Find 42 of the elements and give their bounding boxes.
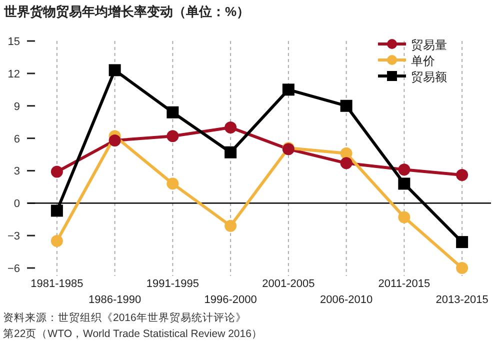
point: [398, 164, 410, 176]
x-tick-label: 1981-1985: [30, 278, 84, 290]
y-tick-label: 6: [14, 133, 20, 146]
point: [224, 220, 237, 232]
x-tick-label: 2011-2015: [378, 278, 430, 290]
x-tick-label: 1996-2000: [204, 294, 257, 306]
point: [340, 157, 352, 170]
point: [166, 130, 179, 142]
y-tick-label: 12: [8, 68, 20, 80]
x-tick-label: 1991-1995: [146, 278, 199, 290]
point: [456, 236, 468, 248]
point: [108, 64, 121, 76]
point: [50, 234, 63, 247]
text: 第22页（WTO，World Trade Statistical Review 2016）: [3, 328, 262, 340]
legend-label: 单价: [411, 54, 435, 68]
point: [456, 262, 468, 274]
x-tick-label: 2001-2005: [262, 278, 315, 290]
point: [282, 84, 294, 96]
legend-label: 贸易量: [411, 38, 447, 52]
point: [166, 106, 179, 118]
point: [398, 211, 410, 224]
point: [50, 204, 63, 217]
y-tick-label: 0: [14, 198, 20, 210]
y-tick-label: 15: [8, 36, 20, 48]
x-tick-label: 2013-2015: [436, 294, 488, 306]
text: 资料来源：世贸组织《2016年世界贸易统计评论》: [3, 311, 246, 324]
y-tick-label: −3: [7, 230, 20, 243]
point: [340, 100, 352, 112]
point: [456, 169, 468, 182]
legend-label: 贸易额: [411, 70, 447, 84]
point: [108, 134, 121, 146]
point: [50, 166, 63, 178]
x-tick-label: 2006-2010: [320, 294, 373, 306]
point: [398, 178, 410, 190]
chart-title: 世界货物贸易年均增长率变动（单位：%）: [3, 4, 250, 19]
y-tick-label: 3: [14, 166, 20, 178]
y-tick-label: −6: [7, 263, 20, 275]
point: [224, 146, 237, 158]
point: [224, 121, 237, 134]
x-tick-label: 1986-1990: [88, 294, 142, 306]
y-tick-label: 9: [14, 100, 20, 113]
point: [166, 178, 179, 190]
